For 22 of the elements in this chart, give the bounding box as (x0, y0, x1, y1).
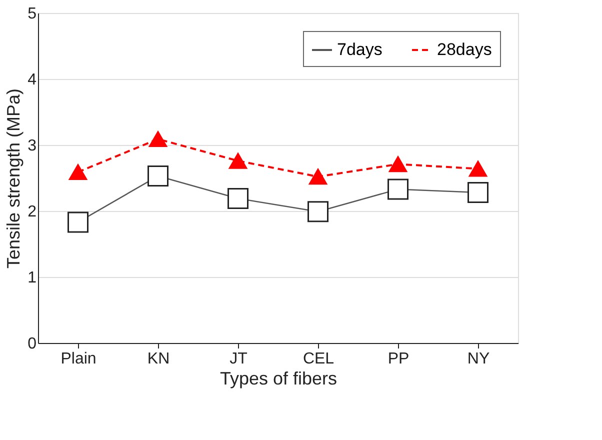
point (68, 164, 88, 180)
point (228, 152, 248, 169)
y-tick-label: 5 (28, 6, 37, 22)
point (308, 168, 328, 185)
x-tick-label: Plain (60, 350, 96, 368)
x-tick-label: NY (467, 350, 490, 368)
x-tick-label: KN (147, 350, 170, 368)
y-tick-label: 4 (28, 72, 37, 88)
x-tick-label: PP (388, 350, 410, 368)
y-tick-label: 0 (28, 336, 37, 352)
point (468, 160, 488, 177)
x-tick-label: JT (230, 350, 248, 368)
legend-label: 7days (337, 40, 382, 59)
legend-label: 28days (437, 40, 492, 59)
y-tick-label: 3 (28, 138, 37, 154)
y-tick-label: 1 (28, 270, 37, 286)
x-tick-label: CEL (302, 350, 334, 368)
y-tick-label: 2 (28, 204, 37, 220)
point (148, 131, 168, 148)
point (388, 156, 408, 172)
x-axis-title: Types of fibers (220, 368, 338, 388)
y-axis-title: Tensile strength (MPa) (4, 88, 24, 269)
